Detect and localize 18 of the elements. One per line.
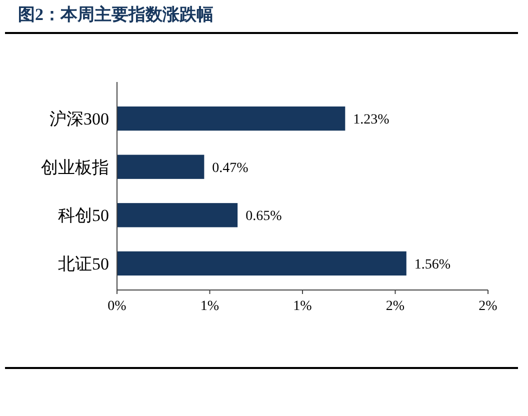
bar — [117, 203, 238, 228]
data-label: 1.56% — [414, 257, 451, 272]
chart-title: 图2：本周主要指数涨跌幅 — [18, 5, 214, 24]
x-tick-label: 2% — [478, 299, 498, 314]
y-tick-label: 创业板指 — [41, 158, 109, 177]
y-tick-label: 沪深300 — [50, 110, 109, 129]
bar — [117, 106, 346, 131]
x-tick-label: 2% — [386, 299, 405, 314]
bar — [117, 251, 406, 276]
x-tick-label: 1% — [200, 299, 220, 314]
data-label: 0.65% — [246, 209, 282, 224]
data-label: 1.23% — [353, 112, 390, 128]
data-label: 0.47% — [212, 160, 249, 176]
x-tick-label: 1% — [293, 299, 312, 314]
y-tick-label: 北证50 — [58, 254, 109, 274]
y-tick-label: 科创50 — [58, 206, 109, 226]
x-tick-label: 0% — [108, 299, 127, 314]
bar — [117, 154, 204, 179]
